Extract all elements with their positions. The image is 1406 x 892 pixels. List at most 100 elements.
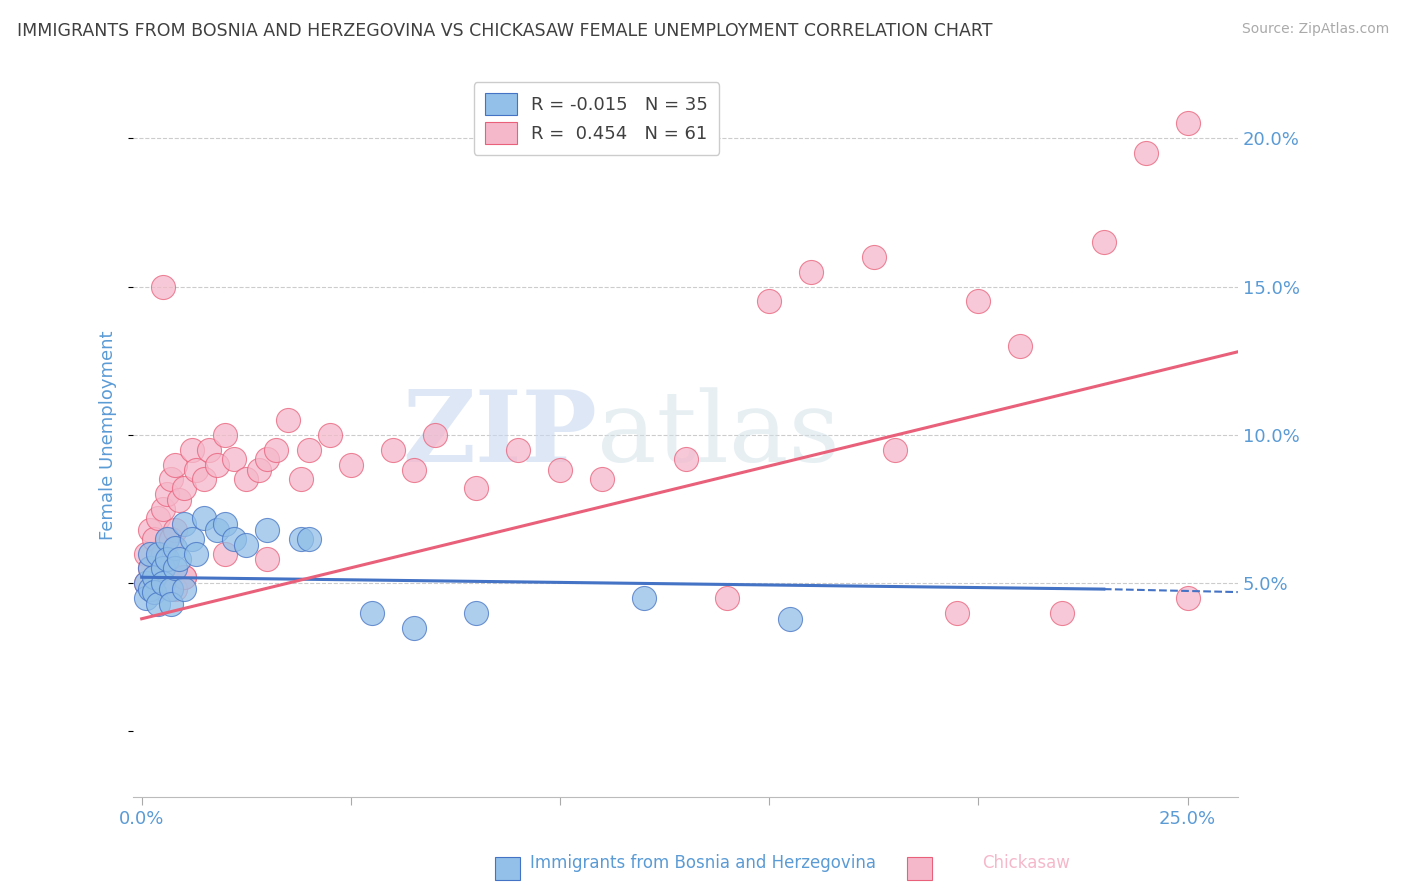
Point	[402, 463, 425, 477]
Point	[180, 532, 202, 546]
Point	[1135, 146, 1157, 161]
Point	[402, 621, 425, 635]
Point	[779, 612, 801, 626]
Point	[197, 442, 219, 457]
Point	[139, 561, 162, 575]
Point	[465, 481, 488, 495]
Point	[148, 511, 170, 525]
Point	[139, 582, 162, 596]
Point	[235, 472, 257, 486]
Point	[256, 523, 278, 537]
Point	[591, 472, 613, 486]
Point	[173, 582, 195, 596]
Point	[139, 523, 162, 537]
Point	[214, 547, 236, 561]
Text: Immigrants from Bosnia and Herzegovina: Immigrants from Bosnia and Herzegovina	[530, 855, 876, 872]
Point	[143, 532, 166, 546]
Point	[214, 428, 236, 442]
Point	[173, 570, 195, 584]
Point	[169, 552, 191, 566]
Point	[184, 547, 207, 561]
Point	[165, 523, 187, 537]
Point	[214, 516, 236, 531]
Point	[143, 585, 166, 599]
Text: ZIP: ZIP	[402, 386, 598, 483]
Text: Chickasaw: Chickasaw	[983, 855, 1070, 872]
Point	[152, 547, 174, 561]
Point	[135, 576, 157, 591]
Point	[264, 442, 287, 457]
Point	[135, 547, 157, 561]
Point	[148, 547, 170, 561]
Point	[156, 561, 179, 575]
Point	[1177, 591, 1199, 605]
Point	[205, 523, 228, 537]
Point	[1050, 606, 1073, 620]
Point	[247, 463, 270, 477]
Legend: R = -0.015   N = 35, R =  0.454   N = 61: R = -0.015 N = 35, R = 0.454 N = 61	[474, 82, 720, 155]
Point	[139, 561, 162, 575]
Point	[633, 591, 655, 605]
Point	[1010, 339, 1032, 353]
Point	[165, 561, 187, 575]
Point	[143, 570, 166, 584]
Point	[165, 458, 187, 472]
Point	[156, 532, 179, 546]
Point	[508, 442, 530, 457]
Point	[222, 532, 245, 546]
Point	[256, 451, 278, 466]
Point	[256, 552, 278, 566]
Point	[180, 442, 202, 457]
Point	[465, 606, 488, 620]
Point	[340, 458, 363, 472]
Text: IMMIGRANTS FROM BOSNIA AND HERZEGOVINA VS CHICKASAW FEMALE UNEMPLOYMENT CORRELAT: IMMIGRANTS FROM BOSNIA AND HERZEGOVINA V…	[17, 22, 993, 40]
Point	[277, 413, 299, 427]
Point	[139, 547, 162, 561]
Point	[290, 472, 312, 486]
Point	[173, 481, 195, 495]
Point	[160, 597, 183, 611]
Point	[967, 294, 990, 309]
Point	[165, 541, 187, 555]
Point	[716, 591, 738, 605]
Point	[135, 591, 157, 605]
Point	[135, 576, 157, 591]
Point	[165, 582, 187, 596]
Point	[360, 606, 382, 620]
Point	[675, 451, 697, 466]
Point	[173, 570, 195, 584]
Point	[862, 250, 884, 264]
Point	[235, 538, 257, 552]
Point	[800, 265, 823, 279]
Point	[173, 516, 195, 531]
Text: Source: ZipAtlas.com: Source: ZipAtlas.com	[1241, 22, 1389, 37]
Point	[298, 442, 321, 457]
Point	[156, 487, 179, 501]
Point	[152, 576, 174, 591]
Point	[160, 582, 183, 596]
Point	[193, 472, 215, 486]
Point	[548, 463, 571, 477]
Point	[148, 597, 170, 611]
Point	[319, 428, 342, 442]
Point	[758, 294, 780, 309]
Point	[1092, 235, 1115, 249]
Point	[148, 552, 170, 566]
Point	[193, 511, 215, 525]
Point	[381, 442, 404, 457]
Point	[423, 428, 446, 442]
Point	[152, 561, 174, 575]
Point	[143, 582, 166, 596]
Point	[1177, 116, 1199, 130]
Point	[169, 493, 191, 508]
Point	[156, 552, 179, 566]
Point	[290, 532, 312, 546]
Point	[184, 463, 207, 477]
Point	[883, 442, 905, 457]
Point	[152, 502, 174, 516]
Point	[160, 532, 183, 546]
Point	[152, 279, 174, 293]
Point	[298, 532, 321, 546]
Point	[946, 606, 969, 620]
Point	[222, 451, 245, 466]
